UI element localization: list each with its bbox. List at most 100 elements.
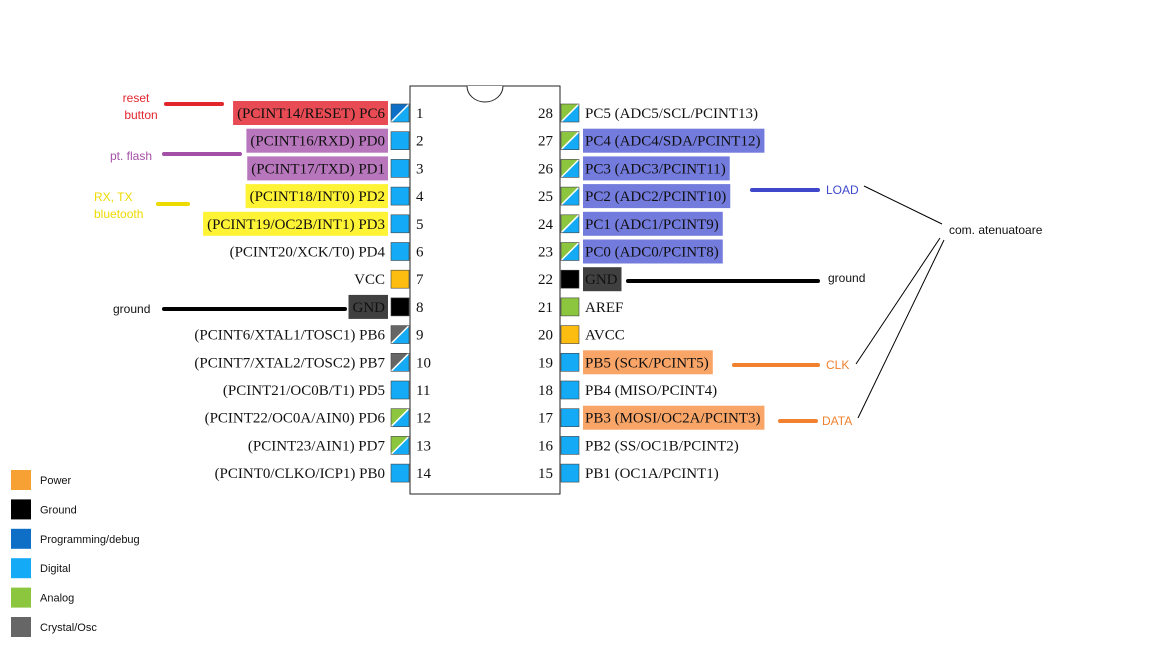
highlight-pin-23 [583,239,723,264]
pin-8: 8 GND [353,297,424,317]
pin-16: 16 PB2 (SS/OC1B/PCINT2) [538,436,739,455]
pin-17: 17 PB3 (MOSI/OC2A/PCINT3) [538,408,760,428]
pin-pad-1 [390,103,410,123]
pin-number-4: 4 [416,189,424,205]
pin-6: 6 (PCINT20/XCK/T0) PD4 [230,242,424,261]
pin-label-17: PB3 (MOSI/OC2A/PCINT3) [585,411,760,427]
pin-label-22: GND [585,272,618,288]
pin-label-13: (PCINT23/AIN1) PD7 [248,438,386,454]
pin-pad-27 [560,131,580,151]
pin-pad-28 [560,103,580,123]
com-connector-data [857,239,945,419]
pin-28: 28 PC5 (ADC5/SCL/PCINT13) [538,103,758,123]
pin-number-15: 15 [538,466,553,482]
legend-item-ground: Ground [11,499,77,520]
ground-right-annotation: ground [828,271,865,285]
pin-number-23: 23 [538,245,553,261]
pin-pad-9 [390,325,410,345]
pin-pad-7 [390,269,410,289]
highlight-pin-27 [583,128,765,153]
pin-label-27: PC4 (ADC4/SDA/PCINT12) [585,134,760,150]
com-annotation: com. atenuatoare [949,223,1043,237]
legend-swatch [11,587,31,608]
legend-label: Analog [40,593,74,605]
pin-pad-15 [560,463,580,483]
legend-label: Digital [40,563,71,575]
reset-annotation-line2: button [124,108,157,122]
flash-annotation: pt. flash [110,149,152,163]
pin-number-8: 8 [416,300,424,316]
pin-label-26: PC3 (ADC3/PCINT11) [585,161,726,177]
pin-pad-18 [560,380,580,400]
legend-item-analog: Analog [11,587,74,608]
ground-left-annotation: ground [113,302,150,316]
pin-label-12: (PCINT22/OC0A/AIN0) PD6 [205,411,386,427]
pin-number-24: 24 [538,217,554,233]
pin-label-25: PC2 (ADC2/PCINT10) [585,189,726,205]
pin-label-7: VCC [354,272,385,288]
pin-pad-6 [390,242,410,261]
pin-number-17: 17 [538,411,554,427]
pin-number-25: 25 [538,189,553,205]
pin-3: 3 (PCINT17/TXD) PD1 [251,159,424,178]
pins-layer: 1 (PCINT14/RESET) PC6 2 (PCINT16/RXD) PD0 3 (… [194,103,760,483]
pin-number-10: 10 [416,355,431,371]
pin-label-1: (PCINT14/RESET) PC6 [237,106,385,122]
pin-pad-25 [560,186,580,206]
pin-pad-14 [390,463,410,483]
pin-pad-20 [560,325,580,344]
pin-number-1: 1 [416,106,424,122]
pin-9: 9 (PCINT6/XTAL1/TOSC1) PB6 [194,325,424,345]
pin-number-13: 13 [416,438,431,454]
pin-pad-2 [390,131,410,150]
pin-label-5: (PCINT19/OC2B/INT1) PD3 [207,217,385,233]
pin-14: 14 (PCINT0/CLKO/ICP1) PB0 [215,463,432,483]
highlight-pin-25 [583,184,731,209]
pin-25: 25 PC2 (ADC2/PCINT10) [538,186,726,206]
highlight-pin-19 [583,350,713,375]
pin-pad-12 [390,408,410,428]
pin-number-11: 11 [416,383,430,399]
pin-label-18: PB4 (MISO/PCINT4) [585,383,717,399]
pin-label-16: PB2 (SS/OC1B/PCINT2) [585,438,739,454]
pin-pad-16 [560,436,580,455]
pin-label-20: AVCC [585,328,625,344]
pin-7: 7 VCC [354,269,424,289]
pin-number-27: 27 [538,134,554,150]
reset-annotation-line1: reset [123,91,150,105]
pin-pad-21 [560,297,580,317]
legend-swatch [11,617,31,637]
pin-number-19: 19 [538,355,553,371]
legend-swatch [11,499,31,520]
annotation-texts: reset button pt. flash RX, TX bluetooth … [94,91,1043,428]
load-annotation: LOAD [826,183,859,197]
pin-pad-26 [560,158,580,178]
pin-19: 19 PB5 (SCK/PCINT5) [538,352,709,372]
pin-pad-3 [390,159,410,178]
pin-27: 27 PC4 (ADC4/SDA/PCINT12) [538,131,760,151]
pin-number-12: 12 [416,411,431,427]
pin-pad-22 [560,269,580,289]
pin-label-19: PB5 (SCK/PCINT5) [585,355,709,371]
rxtx-annotation-line2: bluetooth [94,207,143,221]
pin-1: 1 (PCINT14/RESET) PC6 [237,103,424,123]
pin-2: 2 (PCINT16/RXD) PD0 [250,131,424,150]
pin-number-16: 16 [538,438,554,454]
rxtx-annotation-line1: RX, TX [94,190,132,204]
chip-notch [466,85,504,103]
pin-number-14: 14 [416,466,432,482]
pin-26: 26 PC3 (ADC3/PCINT11) [538,158,726,178]
highlight-pin-22 [583,267,622,292]
legend-item-power: Power [11,470,72,490]
pin-number-20: 20 [538,328,553,344]
pin-21: 21 AREF [538,297,623,317]
pin-number-5: 5 [416,217,424,233]
pin-12: 12 (PCINT22/OC0A/AIN0) PD6 [205,408,431,428]
pin-label-14: (PCINT0/CLKO/ICP1) PB0 [215,466,385,482]
highlight-pin-17 [583,405,765,430]
com-connector-load [863,185,943,225]
legend-label: Ground [40,504,77,516]
highlight-pin-26 [583,156,730,181]
pin-number-28: 28 [538,106,553,122]
